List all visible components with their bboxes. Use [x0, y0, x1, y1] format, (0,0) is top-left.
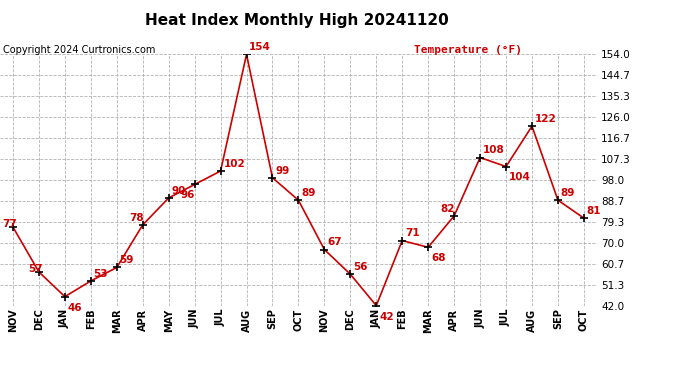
Text: 108: 108: [483, 146, 504, 155]
Text: 89: 89: [302, 188, 315, 198]
Text: 90: 90: [171, 186, 186, 196]
Text: 78: 78: [129, 213, 144, 223]
Text: 154: 154: [249, 42, 271, 52]
Text: 67: 67: [327, 237, 342, 248]
Text: 102: 102: [224, 159, 245, 169]
Text: 96: 96: [181, 190, 195, 200]
Text: Copyright 2024 Curtronics.com: Copyright 2024 Curtronics.com: [3, 45, 156, 55]
Text: 59: 59: [119, 255, 134, 266]
Text: 71: 71: [405, 228, 420, 238]
Text: 81: 81: [586, 206, 601, 216]
Text: 122: 122: [535, 114, 557, 124]
Text: 42: 42: [379, 312, 394, 321]
Text: 56: 56: [353, 262, 368, 272]
Text: Heat Index Monthly High 20241120: Heat Index Monthly High 20241120: [145, 13, 448, 28]
Text: 82: 82: [440, 204, 455, 214]
Text: 99: 99: [275, 166, 290, 176]
Text: Temperature (°F): Temperature (°F): [414, 45, 522, 55]
Text: 89: 89: [561, 188, 575, 198]
Text: 77: 77: [2, 219, 17, 229]
Text: 53: 53: [94, 269, 108, 279]
Text: 57: 57: [28, 264, 43, 274]
Text: 46: 46: [68, 303, 82, 312]
Text: 104: 104: [509, 172, 531, 182]
Text: 68: 68: [431, 253, 446, 263]
